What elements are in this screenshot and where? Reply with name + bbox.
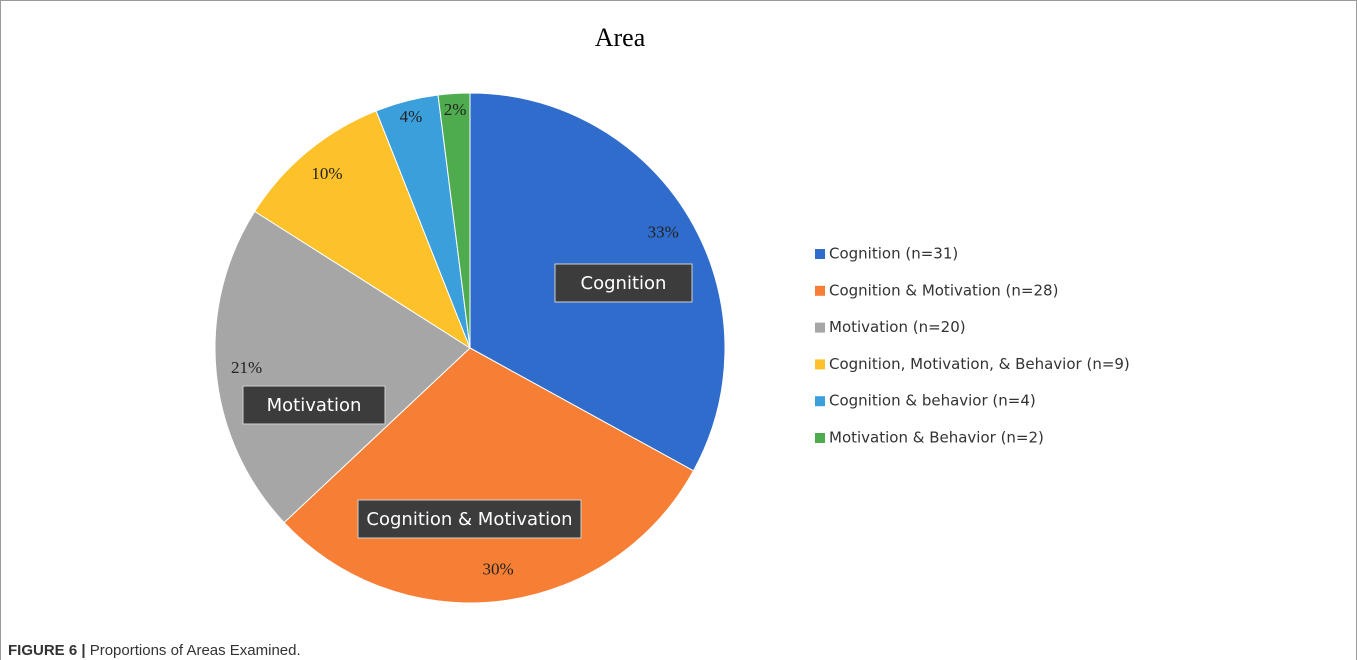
legend-label: Cognition (n=31) (829, 245, 958, 263)
legend-label: Cognition & behavior (n=4) (829, 392, 1036, 410)
annotation: Cognition & Motivation (366, 509, 572, 530)
pie-slice (214, 210, 471, 524)
pie-slice (283, 347, 695, 604)
annotation-box (242, 385, 386, 425)
legend-swatch (815, 285, 825, 296)
legend-swatch (815, 396, 825, 407)
caption-text: Proportions of Areas Examined. (90, 642, 301, 659)
data-label: 21% (231, 358, 262, 377)
caption: FIGURE 6 | Proportions of Areas Examined… (8, 642, 301, 659)
annotation: Cognition (581, 273, 667, 294)
chart-title: Area (595, 23, 646, 52)
legend-swatch (815, 359, 825, 370)
legend-label: Motivation (n=20) (829, 318, 966, 336)
legend-label: Motivation & Behavior (n=2) (829, 429, 1044, 447)
data-label: 30% (483, 560, 514, 579)
data-label: 33% (648, 223, 679, 242)
data-label: 2% (444, 100, 467, 119)
annotation-box (554, 263, 693, 303)
data-label: 10% (311, 164, 342, 183)
pie-slice (437, 92, 471, 349)
annotation: Motivation (267, 395, 362, 416)
data-label: 4% (400, 107, 423, 126)
legend-label: Cognition, Motivation, & Behavior (n=9) (829, 355, 1130, 373)
legend-swatch (815, 433, 825, 443)
legend-label: Cognition & Motivation (n=28) (829, 281, 1058, 299)
pie-slice (254, 110, 472, 350)
legend-swatch (815, 249, 825, 259)
annotation-box (357, 499, 582, 539)
caption-label: FIGURE 6 | (8, 642, 86, 659)
legend-swatch (815, 322, 825, 333)
